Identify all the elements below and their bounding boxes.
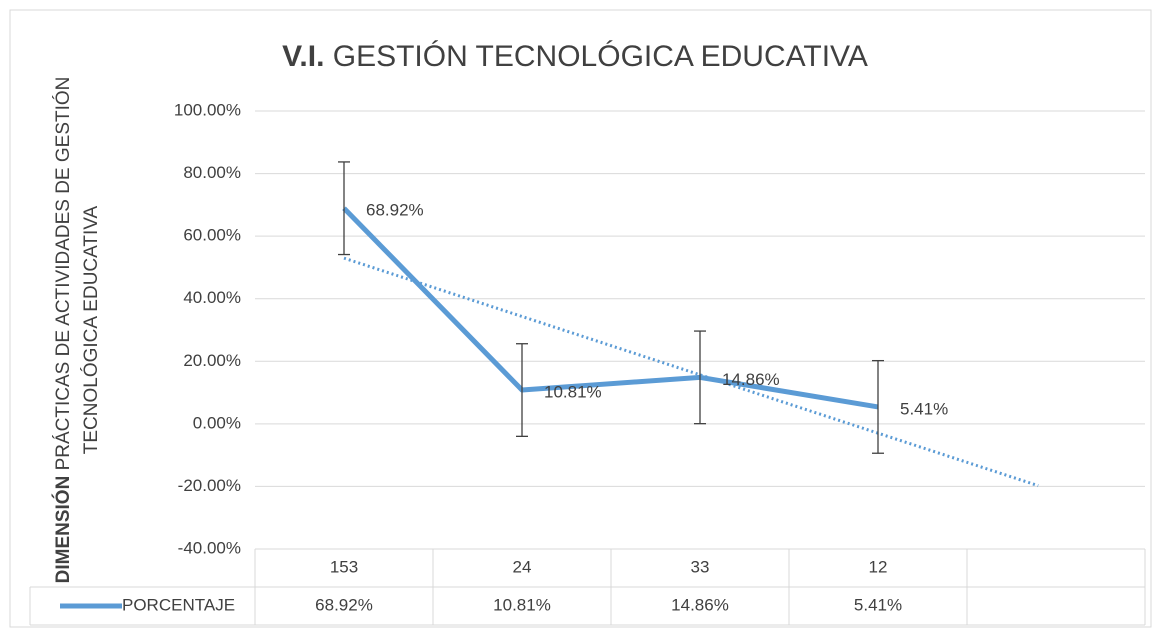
series-line	[342, 206, 879, 410]
trendline	[343, 256, 1039, 488]
table-value: 68.92%	[315, 595, 373, 614]
y-tick-label: 0.00%	[193, 413, 241, 432]
table-value: 14.86%	[671, 595, 729, 614]
svg-text:DIMENSIÓN PRÁCTICAS DE ACTIVID: DIMENSIÓN PRÁCTICAS DE ACTIVIDADES DE GE…	[52, 77, 74, 584]
y-tick-label: 80.00%	[183, 163, 241, 182]
y-tick-label: 40.00%	[183, 288, 241, 307]
y-tick-label: 60.00%	[183, 226, 241, 245]
chart-border	[9, 9, 1152, 628]
x-tick-label: 24	[513, 557, 532, 576]
data-label: 10.81%	[544, 383, 602, 402]
y-tick-label: 20.00%	[183, 351, 241, 370]
y-title-line: PRÁCTICAS DE ACTIVIDADES DE GESTIÓN	[52, 77, 74, 471]
title-text: GESTIÓN TECNOLÓGICA EDUCATIVA	[333, 40, 868, 73]
table-value: 10.81%	[493, 595, 551, 614]
x-tick-label: 33	[691, 557, 710, 576]
x-tick-label: 153	[330, 557, 358, 576]
table-value: 5.41%	[854, 595, 902, 614]
y-title-bold: DIMENSIÓN	[52, 476, 74, 584]
chart-title: V.I. GESTIÓN TECNOLÓGICA EDUCATIVA	[282, 40, 868, 73]
y-axis-title: DIMENSIÓN PRÁCTICAS DE ACTIVIDADES DE GE…	[52, 77, 102, 584]
data-label: 5.41%	[900, 399, 948, 418]
title-bold: V.I.	[282, 40, 324, 73]
y-tick-label: -40.00%	[178, 538, 241, 557]
y-tick-label: 100.00%	[174, 100, 241, 119]
y-tick-label: -20.00%	[178, 476, 241, 495]
data-label: 14.86%	[722, 370, 780, 389]
y-title-line: TECNOLÓGICA EDUCATIVA	[80, 205, 102, 454]
data-label: 68.92%	[366, 201, 424, 220]
legend-label: PORCENTAJE	[122, 595, 235, 614]
x-tick-label: 12	[869, 557, 888, 576]
